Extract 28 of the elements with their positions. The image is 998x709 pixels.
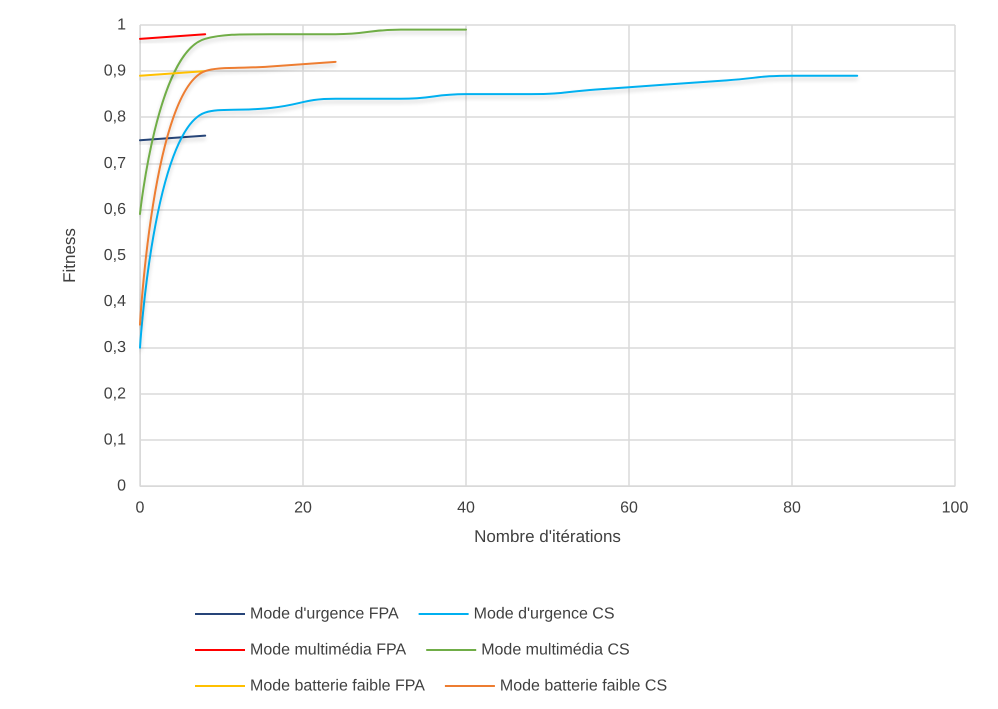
y-tick-label: 0,2 bbox=[104, 385, 126, 402]
y-tick-label: 0,8 bbox=[104, 108, 126, 126]
x-tick-label: 40 bbox=[457, 500, 475, 516]
legend-label: Mode batterie faible CS bbox=[500, 678, 668, 694]
x-axis-title: Nombre d'itérations bbox=[474, 527, 621, 546]
legend-label: Mode d'urgence FPA bbox=[250, 606, 399, 622]
x-tick-label: 100 bbox=[942, 500, 968, 516]
x-tick-label: 60 bbox=[620, 500, 638, 516]
y-tick-label: 0,1 bbox=[104, 431, 126, 448]
y-axis-title: Fitness bbox=[60, 228, 79, 283]
legend-label: Mode d'urgence CS bbox=[474, 606, 615, 622]
legend-label: Mode multimédia CS bbox=[481, 642, 630, 658]
y-tick-label: 0,5 bbox=[104, 247, 126, 264]
x-tick-label: 0 bbox=[136, 500, 145, 516]
y-tick-label: 0,7 bbox=[104, 154, 126, 172]
y-tick-label: 0,4 bbox=[104, 293, 126, 310]
y-tick-label: 0,9 bbox=[104, 62, 126, 80]
line-series bbox=[139, 60, 337, 326]
line-series bbox=[139, 74, 858, 349]
legend-label: Mode multimédia FPA bbox=[250, 642, 407, 658]
x-tick-label: 80 bbox=[783, 500, 801, 516]
y-tick-label: 0,3 bbox=[104, 339, 126, 356]
y-tick-label: 0 bbox=[117, 478, 126, 494]
y-tick-label: 1 bbox=[117, 16, 126, 34]
legend-label: Mode batterie faible FPA bbox=[250, 678, 426, 694]
x-tick-label: 20 bbox=[294, 500, 312, 516]
y-tick-label: 0,6 bbox=[104, 200, 126, 218]
line-series bbox=[139, 28, 467, 216]
